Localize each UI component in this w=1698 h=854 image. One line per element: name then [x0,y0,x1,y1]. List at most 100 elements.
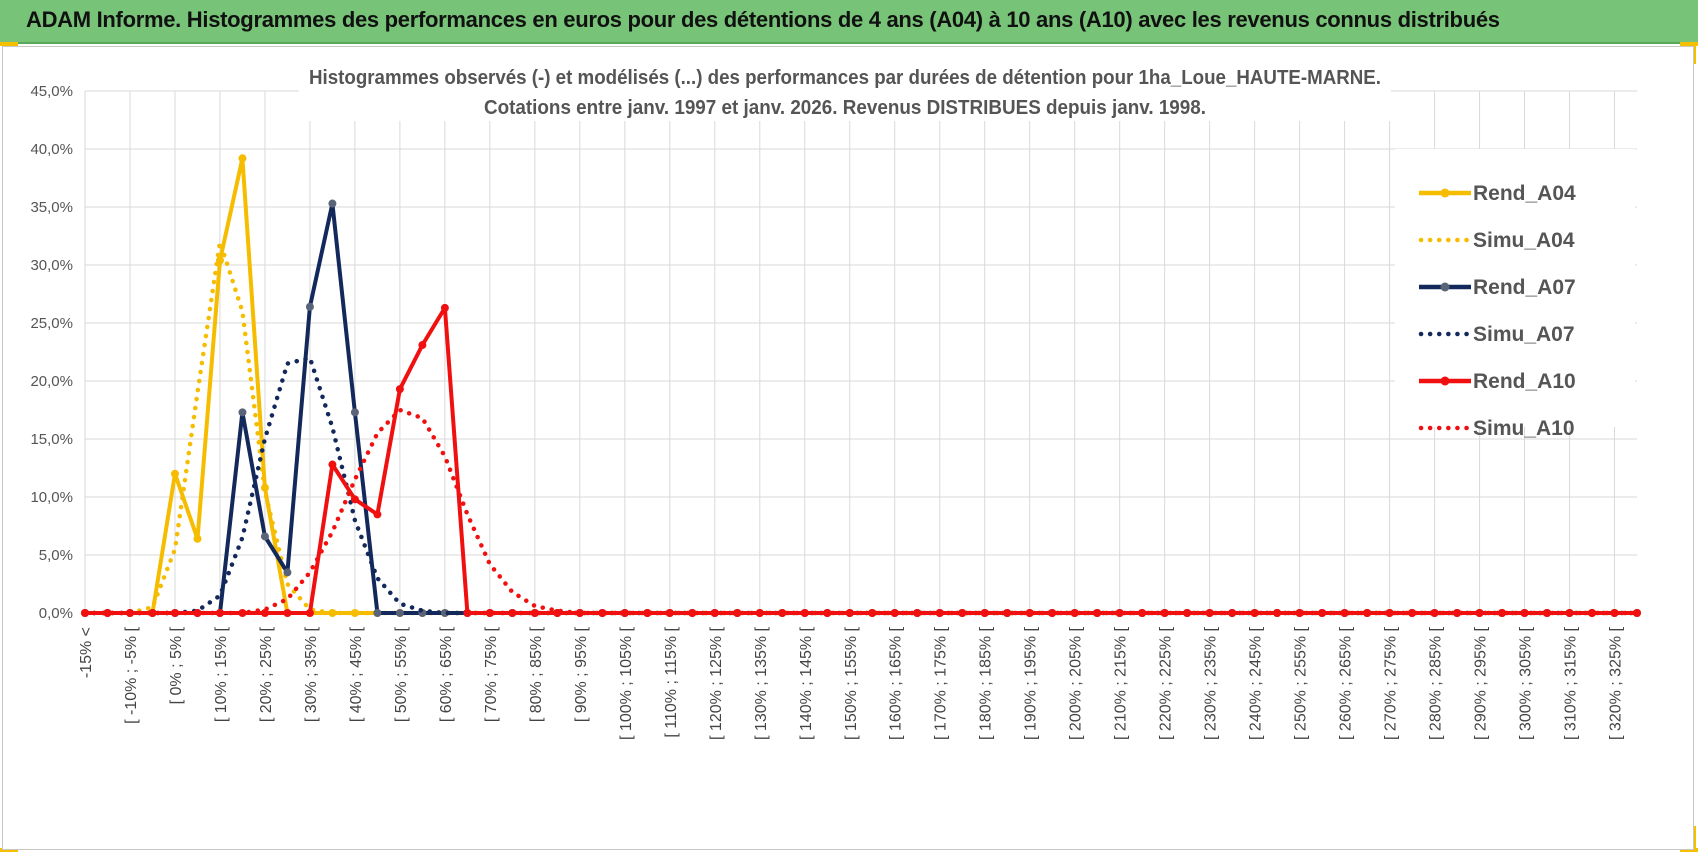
x-tick-label: [ 130% ; 135% [ [753,626,770,740]
x-tick-label: -15% < [78,627,95,678]
data-point [395,609,404,617]
x-tick-label: [ 90% ; 95% [ [573,626,590,722]
data-point [170,469,179,478]
y-tick-label: 5,0% [39,547,73,564]
x-tick-label: [ 150% ; 155% [ [843,626,860,740]
corner-accent [0,42,18,46]
data-point [350,408,359,417]
y-tick-label: 30,0% [30,257,73,274]
data-point [373,510,382,519]
x-tick-label: [ 40% ; 45% [ [348,626,365,722]
x-tick-label: [ 240% ; 245% [ [1248,626,1265,740]
legend-marker [1440,376,1450,386]
y-axis: 0,0% 5,0% 10,0% 15,0% 20,0% 25,0% 30,0% 35,0% 40… [30,83,73,622]
x-tick-label: [ 160% ; 165% [ [888,626,905,740]
legend-item: Rend_A04 [1419,182,1576,205]
y-tick-label: 25,0% [30,315,73,332]
data-point [598,609,607,617]
legend: Rend_A04 Simu_A04 Rend_A07 Simu_A07 Rend_A10… [1395,149,1635,440]
line-chart: 0,0% 5,0% 10,0% 15,0% 20,0% 25,0% 30,0% 35,0% 40… [30,61,1641,740]
series-line-simu-a10 [82,407,1640,616]
x-tick-label: [ 200% ; 205% [ [1068,626,1085,740]
chart-title: Histogrammes observés (-) et modélisés (… [299,61,1391,121]
data-point [485,609,494,617]
x-tick-label: [ 10% ; 15% [ [213,626,230,722]
x-tick-label: [ 210% ; 215% [ [1113,626,1130,740]
data-point [328,460,337,469]
x-tick-label: [ 60% ; 65% [ [438,626,455,722]
data-point [508,609,517,617]
data-point [193,534,202,543]
series-simu-a10 [82,407,1640,616]
legend-label: Rend_A04 [1473,182,1576,205]
data-point [103,609,112,617]
series-layer [81,154,1641,617]
legend-item: Simu_A10 [1418,417,1575,440]
data-point [395,385,404,394]
data-point [193,609,202,617]
data-point [1160,609,1169,617]
data-point [1115,609,1124,617]
y-tick-label: 45,0% [30,83,73,100]
x-tick-label: [ 220% ; 225% [ [1158,626,1175,740]
x-tick-label: [ 280% ; 285% [ [1428,626,1445,740]
x-tick-label: [ 260% ; 265% [ [1338,626,1355,740]
x-axis: -15% < [ -10% ; -5% [[ 0% ; 5% [[ 10% ; 1… [78,612,1637,740]
x-tick-label: [ 30% ; 35% [ [303,626,320,722]
data-point [260,609,269,617]
y-tick-label: 20,0% [30,373,73,390]
corner-accent [0,848,18,852]
x-tick-label: [ 190% ; 195% [ [1023,626,1040,740]
y-tick-label: 10,0% [30,489,73,506]
data-point [148,609,157,617]
data-point [328,199,337,208]
legend-label: Simu_A10 [1473,417,1575,440]
x-tick-label: [ 140% ; 145% [ [798,626,815,740]
y-tick-label: 35,0% [30,199,73,216]
data-point [643,609,652,617]
x-tick-label: [ 230% ; 235% [ [1203,626,1220,740]
legend-label: Rend_A10 [1473,370,1576,393]
chart-area: 0,0% 5,0% 10,0% 15,0% 20,0% 25,0% 30,0% 35,0% 40… [2,46,1694,850]
data-point [350,609,359,617]
data-point [980,609,989,617]
data-point [1070,609,1079,617]
data-point [463,609,472,617]
x-tick-label: [ -10% ; -5% [ [123,626,140,723]
data-point [1498,609,1507,617]
legend-item: Simu_A04 [1418,229,1575,252]
data-point [688,609,697,617]
x-tick-label: [ 180% ; 185% [ [978,626,995,740]
x-tick-label: [ 70% ; 75% [ [483,626,500,722]
data-point [1453,609,1462,617]
legend-item: Rend_A10 [1419,370,1576,393]
x-tick-label: [ 300% ; 305% [ [1518,626,1535,740]
legend-marker [1440,188,1450,198]
x-tick-label: [ 270% ; 275% [ [1383,626,1400,740]
x-tick-label: [ 250% ; 255% [ [1293,626,1310,740]
x-tick-label: [ 290% ; 295% [ [1473,626,1490,740]
legend-marker [1440,282,1450,292]
corner-accent [1680,848,1698,852]
y-tick-label: 0,0% [39,605,73,622]
data-point [440,303,449,312]
legend-label: Rend_A07 [1473,276,1576,299]
corner-accent [1693,46,1696,64]
x-tick-label: [ 120% ; 125% [ [708,626,725,740]
report-title: ADAM Informe. Histogrammes des performan… [26,7,1500,32]
data-point [238,408,247,417]
data-point [1363,609,1372,617]
legend-label: Simu_A07 [1473,323,1575,346]
legend-item: Simu_A07 [1418,323,1575,346]
data-point [1588,609,1597,617]
corner-accent [1680,42,1698,46]
corner-accent [1693,826,1696,848]
x-tick-label: [ 100% ; 105% [ [618,626,635,740]
x-tick-label: [ 80% ; 85% [ [528,626,545,722]
data-point [373,609,382,617]
data-point [283,609,292,617]
x-tick-label: [ 320% ; 325% [ [1608,626,1625,740]
data-point [283,568,292,577]
y-tick-label: 15,0% [30,431,73,448]
chart-title-line-1: Histogrammes observés (-) et modélisés (… [309,67,1381,89]
